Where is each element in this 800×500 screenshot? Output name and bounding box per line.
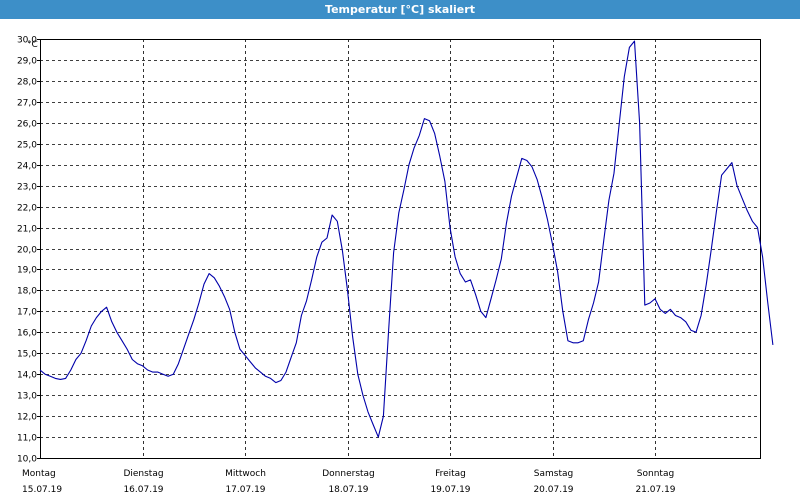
plot-frame: [40, 39, 761, 459]
y-tick-label: 19,0: [17, 266, 37, 276]
y-tick-label: 18,0: [17, 287, 37, 297]
x-tick-day-label: Mittwoch: [225, 469, 266, 479]
y-tick-label: 10,0: [17, 455, 37, 465]
x-tick-date-label: 18.07.19: [328, 485, 368, 495]
x-axis-ticks: Montag 15.07.19 Dienstag 16.07.19 Mittwoch 17…: [22, 469, 676, 495]
x-tick-day-label: Samstag: [534, 469, 573, 479]
x-tick-date-label: 19.07.19: [430, 485, 470, 495]
x-tick-date-label: 21.07.19: [635, 485, 675, 495]
x-tick-date-label: 20.07.19: [533, 485, 573, 495]
y-tick-label: 23,0: [17, 183, 37, 193]
grid: [40, 39, 760, 458]
y-axis-ticks: 10,0 11,0 12,0 13,0 14,0 15,0 16,0 17,0 18,0 19,0…: [17, 36, 40, 465]
y-tick-label: 15,0: [17, 350, 37, 360]
y-tick-label: 16,0: [17, 329, 37, 339]
x-tick-day-label: Dienstag: [123, 469, 163, 479]
series-line: [39, 40, 774, 438]
y-tick-label: 24,0: [17, 162, 37, 172]
y-tick-label: 21,0: [17, 225, 37, 235]
x-tick-date-label: 16.07.19: [123, 485, 163, 495]
y-tick-label: 25,0: [17, 141, 37, 151]
x-tick-day-label: Freitag: [435, 469, 466, 479]
chart-title: Temperatur [°C] skaliert: [325, 3, 475, 16]
y-tick-label: 30,0: [17, 36, 37, 46]
y-tick-label: 22,0: [17, 204, 37, 214]
x-tick-date-label: 17.07.19: [225, 485, 265, 495]
x-tick-day-label: Donnerstag: [322, 469, 375, 479]
chart-title-bar: Temperatur [°C] skaliert: [0, 0, 800, 19]
y-axis-unit-label: °C: [27, 40, 38, 50]
y-tick-label: 26,0: [17, 120, 37, 130]
y-tick-label: 12,0: [17, 413, 37, 423]
series-group: [39, 40, 774, 438]
y-tick-label: 29,0: [17, 57, 37, 67]
y-tick-label: 27,0: [17, 99, 37, 109]
y-tick-label: 17,0: [17, 308, 37, 318]
y-tick-label: 14,0: [17, 371, 37, 381]
y-tick-label: 20,0: [17, 246, 37, 256]
y-tick-label: 11,0: [17, 434, 37, 444]
temperature-chart: 10,0 11,0 12,0 13,0 14,0 15,0 16,0 17,0 18,0 19,0…: [17, 36, 774, 495]
y-tick-label: 13,0: [17, 392, 37, 402]
x-tick-day-label: Montag: [22, 469, 56, 479]
x-tick-day-label: Sonntag: [637, 469, 674, 479]
y-tick-label: 28,0: [17, 78, 37, 88]
x-tick-date-label: 15.07.19: [22, 485, 62, 495]
